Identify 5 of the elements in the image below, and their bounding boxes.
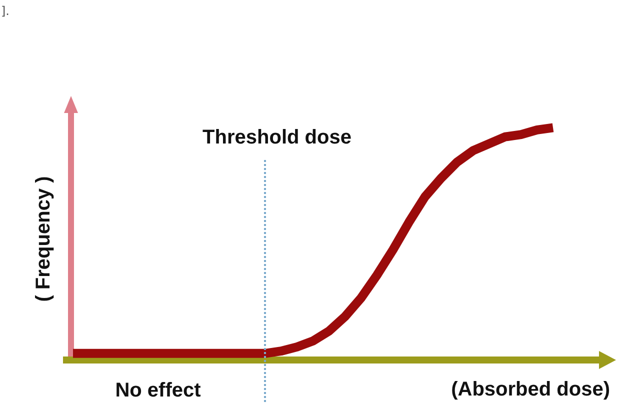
annotation: Threshold dose [202,126,352,149]
text: No effect [115,380,202,402]
x-axis-title: (Absorbed dose) [451,378,610,401]
text: ]. [1,4,10,18]
y-axis-title: ( Frequency ) [32,176,55,302]
